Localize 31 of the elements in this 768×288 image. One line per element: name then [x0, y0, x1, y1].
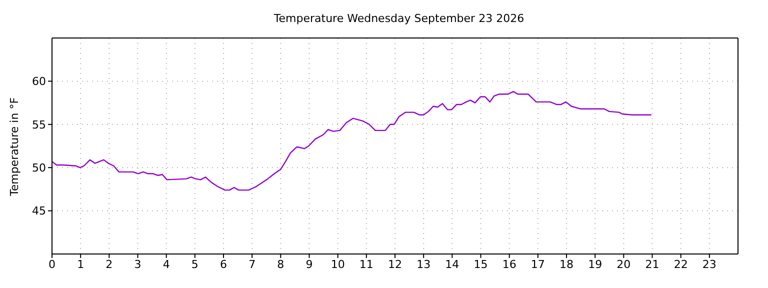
x-tick-label: 19	[588, 258, 602, 271]
x-tick-label: 17	[530, 258, 545, 271]
y-tick-label: 50	[32, 162, 46, 175]
x-tick-label: 12	[388, 258, 402, 271]
x-tick-label: 18	[560, 258, 574, 271]
y-axis-title: Temperature in °F	[8, 97, 21, 197]
x-tick-label: 15	[474, 258, 488, 271]
y-tick-label: 55	[32, 118, 46, 132]
x-tick-label: 1	[77, 258, 84, 271]
x-tick-label: 5	[191, 258, 198, 271]
x-tick-label: 0	[48, 258, 56, 271]
x-tick-label: 22	[674, 258, 688, 271]
x-tick-label: 10	[330, 258, 345, 271]
x-tick-label: 8	[277, 258, 284, 271]
x-tick-label: 11	[359, 258, 374, 271]
x-tick-label: 16	[502, 258, 516, 271]
x-tick-label: 23	[702, 258, 716, 271]
x-tick-label: 9	[306, 258, 313, 271]
chart-title: Temperature Wednesday September 23 2026	[272, 12, 526, 25]
x-tick-label: 7	[248, 258, 256, 271]
x-tick-label: 13	[416, 258, 431, 271]
x-tick-label: 2	[106, 258, 113, 271]
x-tick-label: 20	[616, 258, 631, 271]
x-tick-label: 21	[645, 258, 660, 271]
x-tick-label: 14	[445, 258, 460, 271]
x-tick-label: 6	[220, 258, 227, 271]
y-tick-label: 60	[32, 75, 46, 88]
y-tick-label: 45	[32, 204, 46, 218]
x-tick-label: 4	[162, 258, 170, 271]
line-series	[52, 90, 652, 191]
x-tick-label: 3	[134, 258, 142, 271]
